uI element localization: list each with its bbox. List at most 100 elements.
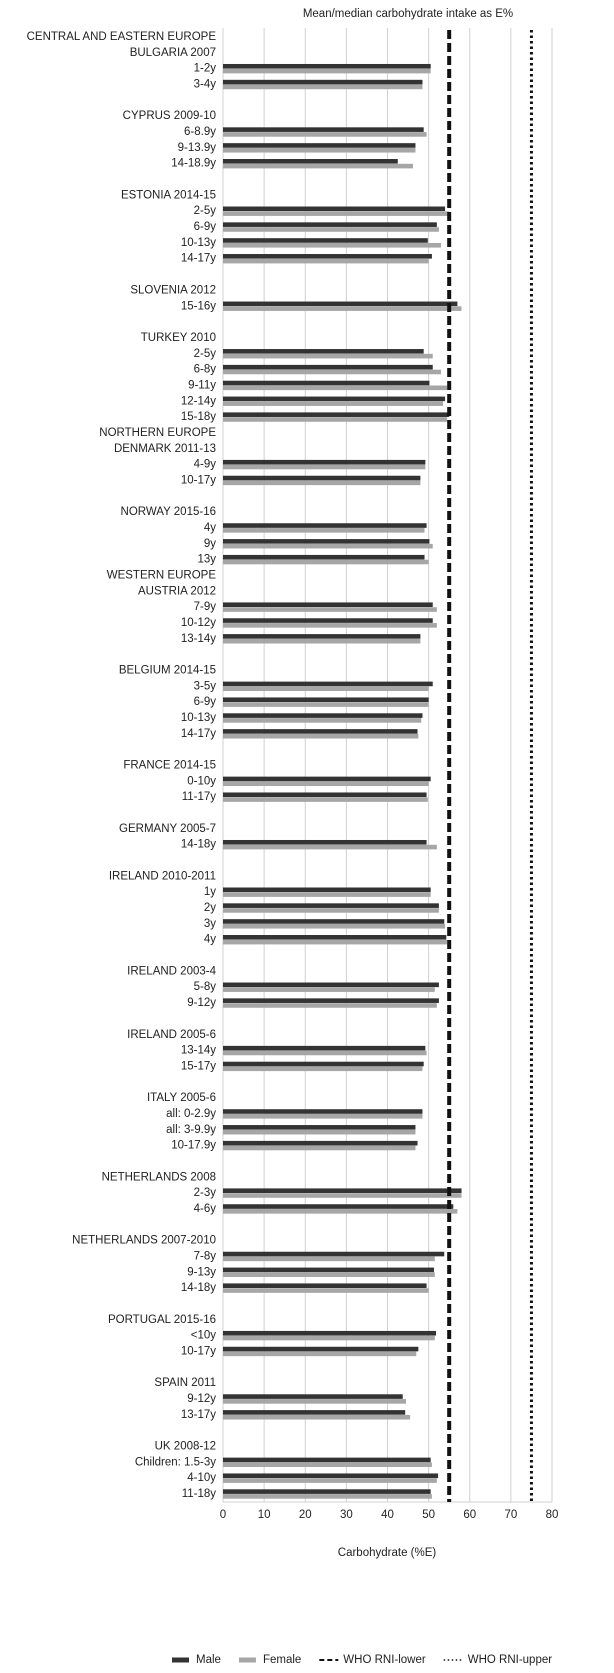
y-tick-label: DENMARK 2011-13	[114, 443, 216, 455]
bar	[223, 1061, 424, 1067]
y-tick-label: 13-17y	[181, 1409, 216, 1421]
bar	[223, 618, 433, 623]
y-tick-label: BULGARIA 2007	[130, 47, 216, 59]
bar	[223, 158, 398, 164]
y-tick-label: NETHERLANDS 2008	[102, 1171, 216, 1183]
y-tick-label: 4y	[204, 522, 216, 534]
y-tick-label: 9-13y	[187, 1266, 216, 1278]
x-tick-label: 80	[546, 1509, 559, 1521]
bar	[223, 306, 462, 311]
bar	[223, 839, 427, 845]
bar	[223, 607, 437, 612]
y-tick-label: PORTUGAL 2015-16	[108, 1314, 216, 1326]
bar	[223, 908, 439, 913]
bar	[223, 364, 433, 370]
bar	[223, 254, 432, 259]
bar	[223, 459, 426, 465]
y-tick-label: 1-2y	[194, 63, 217, 75]
y-tick-label: 5-8y	[194, 981, 217, 993]
y-tick-label: 4-10y	[187, 1472, 216, 1484]
y-tick-label: NORWAY 2015-16	[121, 506, 216, 518]
x-tick-label: 40	[381, 1509, 394, 1521]
bar	[223, 1045, 426, 1051]
bar	[223, 68, 431, 74]
bar	[223, 1256, 435, 1262]
y-tick-label: 4y	[204, 934, 216, 946]
bar	[223, 1335, 435, 1341]
bar	[223, 844, 437, 850]
y-tick-label: 9-12y	[187, 997, 216, 1009]
bar	[223, 417, 448, 422]
x-tick-label: 60	[463, 1509, 476, 1521]
legend-swatch	[238, 1657, 256, 1663]
bar	[223, 1125, 416, 1130]
x-tick-label: 0	[220, 1509, 226, 1521]
x-tick-label: 70	[504, 1509, 517, 1521]
legend-label: Male	[196, 1654, 221, 1666]
y-tick-label: 3-5y	[194, 680, 217, 692]
y-tick-label: 2y	[204, 902, 216, 914]
y-tick-label: CYPRUS 2009-10	[123, 110, 216, 122]
bar	[223, 480, 421, 486]
y-tick-label: ITALY 2005-6	[147, 1092, 216, 1104]
y-tick-label: 12-14y	[181, 395, 216, 407]
bar	[223, 539, 430, 544]
bar	[223, 396, 446, 402]
x-tick-label: 20	[299, 1509, 312, 1521]
y-tick-label: SLOVENIA 2012	[130, 284, 216, 296]
y-tick-label: 6-8.9y	[184, 126, 216, 138]
bar	[223, 369, 441, 375]
bar	[223, 892, 431, 897]
bar	[223, 697, 429, 703]
y-tick-label: WESTERN EUROPE	[107, 569, 217, 581]
bar	[223, 776, 431, 782]
bar	[223, 1283, 427, 1289]
legend-swatch	[172, 1657, 189, 1663]
bar	[223, 1140, 418, 1146]
y-tick-label: AUSTRIA 2012	[138, 585, 216, 597]
y-tick-label: 1y	[204, 886, 216, 898]
bar	[223, 1351, 417, 1357]
bar	[223, 1267, 434, 1273]
bar	[223, 1114, 423, 1119]
bar	[223, 1410, 406, 1415]
y-tick-label: 4-9y	[194, 459, 217, 471]
y-tick-label: 10-13y	[181, 712, 216, 724]
y-tick-label: 9-12y	[187, 1393, 216, 1405]
bar	[223, 258, 429, 264]
bar	[223, 227, 439, 232]
bar	[223, 464, 426, 470]
chart-title: Mean/median carbohydrate intake as E%	[303, 8, 513, 20]
x-tick-label: 50	[422, 1509, 435, 1521]
y-tick-label: FRANCE 2014-15	[123, 760, 216, 772]
y-tick-label: <10y	[191, 1330, 217, 1342]
bar	[223, 222, 437, 227]
bar	[223, 1478, 437, 1483]
bar	[223, 634, 421, 639]
y-tick-label: 13y	[197, 554, 216, 566]
y-tick-label: 3y	[204, 918, 216, 930]
bar	[223, 792, 427, 798]
bar	[223, 718, 422, 723]
bar	[223, 543, 433, 549]
bar	[223, 638, 421, 644]
y-tick-label: 10-13y	[181, 237, 216, 249]
y-tick-label: 10-17y	[181, 1345, 216, 1357]
bar	[223, 1288, 429, 1293]
bar	[223, 1272, 435, 1277]
bar	[223, 523, 427, 528]
bar	[223, 1251, 445, 1257]
x-axis-label: Carbohydrate (%E)	[338, 1547, 437, 1559]
y-tick-label: CENTRAL AND EASTERN EUROPE	[27, 31, 217, 43]
y-tick-label: 3-4y	[194, 79, 217, 91]
legend-label: WHO RNI-lower	[343, 1654, 426, 1666]
bar	[223, 903, 439, 908]
y-tick-label: UK 2008-12	[155, 1441, 216, 1453]
y-tick-label: 6-8y	[194, 364, 217, 376]
bar	[223, 559, 429, 565]
y-tick-label: ESTONIA 2014-15	[121, 189, 216, 201]
y-tick-label: IRELAND 2005-6	[127, 1029, 216, 1041]
bar	[223, 475, 421, 481]
bar	[223, 681, 433, 687]
